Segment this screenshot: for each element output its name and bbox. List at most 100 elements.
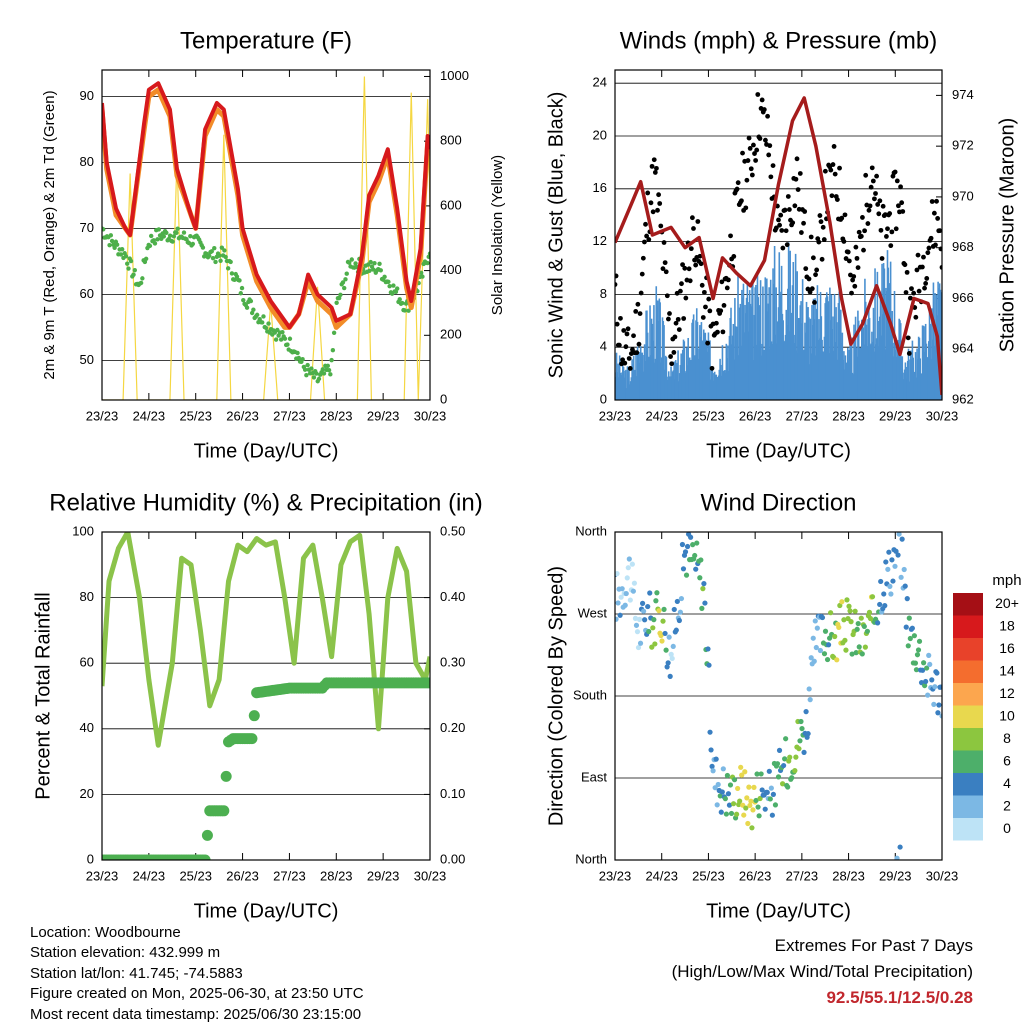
direction-point xyxy=(693,566,699,572)
direction-point xyxy=(707,729,713,735)
dewpoint-point xyxy=(344,271,349,276)
dewpoint-point xyxy=(371,267,376,272)
dewpoint-point xyxy=(167,233,173,238)
y-tick-label: 80 xyxy=(80,589,94,604)
plot-area-3 xyxy=(102,532,430,860)
gust-point xyxy=(926,245,932,251)
x-tick-label: 28/23 xyxy=(832,868,865,883)
dewpoint-point xyxy=(336,295,342,301)
gust-point xyxy=(809,286,815,292)
dewpoint-point xyxy=(213,259,218,265)
direction-point xyxy=(762,806,768,812)
gust-point xyxy=(911,290,917,296)
direction-point xyxy=(894,855,900,860)
direction-point xyxy=(658,632,664,639)
gust-point xyxy=(701,289,707,295)
direction-point xyxy=(635,644,642,651)
precip-point xyxy=(218,805,230,817)
y2-tick-label: 0 xyxy=(440,391,447,406)
direction-point xyxy=(737,798,743,804)
y-tick-label: 12 xyxy=(593,233,607,248)
dewpoint-point xyxy=(296,355,301,361)
gust-point xyxy=(660,266,666,272)
y2-tick-label: 0.40 xyxy=(440,589,465,604)
direction-point xyxy=(674,598,680,605)
dewpoint-point xyxy=(329,357,334,363)
dewpoint-point xyxy=(228,259,233,265)
x-tick-label: 24/23 xyxy=(645,868,678,883)
dewpoint-point xyxy=(161,234,167,239)
dewpoint-point xyxy=(254,312,260,318)
direction-point xyxy=(754,771,760,777)
dewpoint-point xyxy=(302,367,308,372)
y2-tick-label: 800 xyxy=(440,133,462,148)
gust-point xyxy=(740,150,745,156)
gust-point xyxy=(715,329,720,335)
dewpoint-point xyxy=(237,278,242,283)
dewpoint-point xyxy=(273,337,279,342)
gust-point xyxy=(913,314,919,320)
direction-point xyxy=(653,598,659,604)
direction-point xyxy=(861,623,867,630)
direction-point xyxy=(828,610,834,616)
direction-point xyxy=(909,625,915,631)
gust-point xyxy=(812,300,817,305)
y2-tick-label: 974 xyxy=(952,87,974,102)
gust-point xyxy=(919,264,925,270)
gust-point xyxy=(755,92,761,97)
dewpoint-point xyxy=(320,367,325,372)
dewpoint-point xyxy=(349,257,354,262)
dewpoint-point xyxy=(223,254,228,260)
gust-point xyxy=(735,180,741,186)
direction-point xyxy=(705,646,711,652)
direction-point xyxy=(832,633,838,640)
direction-point xyxy=(615,571,620,577)
gust-point xyxy=(706,296,712,302)
gust-point xyxy=(707,308,713,314)
direction-point xyxy=(923,678,929,685)
direction-point xyxy=(825,642,832,648)
direction-point xyxy=(939,713,942,719)
direction-point xyxy=(766,768,772,774)
direction-point xyxy=(668,651,674,657)
plot-frame-1 xyxy=(101,69,431,401)
solar-insolation-line xyxy=(102,76,430,400)
gust-point xyxy=(892,169,898,175)
gust-point xyxy=(626,356,632,361)
precip-point xyxy=(246,733,258,745)
direction-point xyxy=(931,701,937,707)
legend-swatch xyxy=(953,818,983,841)
gust-point xyxy=(650,209,656,215)
legend-swatch xyxy=(953,593,983,616)
gust-point xyxy=(652,170,658,175)
gust-point xyxy=(807,289,813,295)
gust-point xyxy=(866,207,872,213)
direction-point xyxy=(902,583,908,589)
gust-point xyxy=(699,282,705,288)
gust-point xyxy=(884,234,889,239)
gust-point xyxy=(900,209,906,214)
legend-swatch xyxy=(953,660,983,683)
dewpoint-point xyxy=(331,330,337,336)
precip-point xyxy=(424,677,430,689)
gust-point xyxy=(899,200,905,206)
y-tick-label: 60 xyxy=(80,655,94,670)
direction-point xyxy=(722,796,728,802)
gust-point xyxy=(618,315,623,321)
humidity-line xyxy=(102,532,430,748)
dewpoint-point xyxy=(334,300,339,305)
gust-point xyxy=(818,219,824,225)
direction-point xyxy=(915,647,922,653)
x-tick-label: 23/23 xyxy=(599,408,632,423)
y-tick-label: 80 xyxy=(80,154,94,169)
direction-point xyxy=(901,566,907,573)
gust-point xyxy=(870,178,876,184)
y2-tick-label: 0.20 xyxy=(440,720,465,735)
legend-swatch xyxy=(953,773,983,796)
gust-point xyxy=(757,136,763,141)
legend-title: mph xyxy=(992,572,1021,589)
dewpoint-point xyxy=(378,268,383,273)
direction-point xyxy=(783,736,789,742)
direction-point xyxy=(768,785,774,791)
direction-point xyxy=(679,541,686,548)
